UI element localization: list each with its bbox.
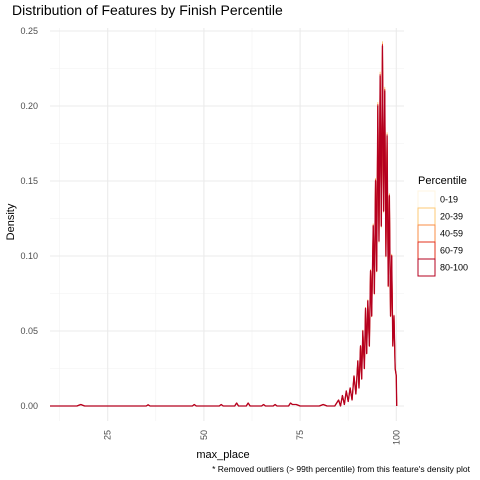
y-axis-title: Density [5, 203, 17, 240]
grid-lines [50, 28, 404, 421]
legend-label-40-59: 40-59 [440, 229, 463, 239]
x-tick-label: 25 [103, 430, 113, 440]
series-line-60-79 [50, 43, 398, 407]
y-tick-label: 0.00 [20, 401, 38, 411]
y-tick-label: 0.05 [20, 326, 38, 336]
x-tick-label: 100 [391, 430, 401, 445]
series-line-80-100 [50, 45, 398, 407]
x-tick-label: 50 [199, 430, 209, 440]
series-line-20-39 [50, 41, 398, 407]
series-line-0-19 [50, 50, 398, 407]
legend-title: Percentile [418, 175, 467, 187]
legend-key-20-39 [417, 207, 436, 226]
legend-label-80-100: 80-100 [440, 263, 468, 273]
series-lines [50, 41, 398, 407]
y-axis-ticks: 0.00 0.05 0.10 0.15 0.20 0.25 [20, 26, 38, 411]
x-tick-label: 75 [295, 430, 305, 440]
y-tick-label: 0.20 [20, 101, 38, 111]
y-tick-label: 0.25 [20, 26, 38, 36]
legend-key-40-59 [417, 224, 436, 243]
chart-caption: * Removed outliers (> 99th percentile) f… [212, 464, 471, 474]
legend-key-0-19 [417, 190, 436, 209]
legend: Percentile 0-19 20-39 40-59 60-79 80-100 [417, 175, 468, 277]
legend-label-0-19: 0-19 [440, 195, 458, 205]
series-line-40-59 [50, 47, 398, 407]
y-tick-label: 0.15 [20, 176, 38, 186]
legend-label-60-79: 60-79 [440, 246, 463, 256]
legend-key-80-100 [417, 258, 436, 277]
chart-title: Distribution of Features by Finish Perce… [12, 2, 283, 18]
x-axis-ticks: 25 50 75 100 [103, 430, 402, 445]
x-axis-title: max_place [196, 449, 249, 461]
legend-key-60-79 [417, 241, 436, 260]
legend-label-20-39: 20-39 [440, 212, 463, 222]
y-tick-label: 0.10 [20, 251, 38, 261]
